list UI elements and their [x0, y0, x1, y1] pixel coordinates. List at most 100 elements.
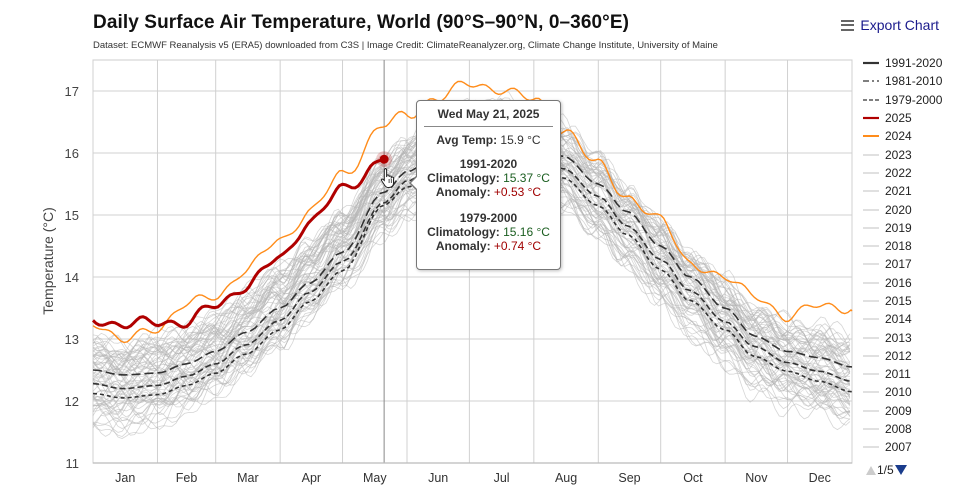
x-tick-label: Oct	[683, 471, 703, 485]
legend-item[interactable]: 2015	[862, 292, 959, 310]
legend-swatch-icon	[863, 355, 879, 357]
legend-item[interactable]: 2010	[862, 383, 959, 401]
legend-label: 2021	[885, 184, 912, 199]
legend-label: 1979-2000	[885, 92, 943, 107]
axes: 11 12 13 14 15 16 17 Jan Feb Mar Apr May Jun Jul Aug Se…	[65, 84, 852, 485]
tooltip-block-2: 1979-2000 Climatology: 15.16 °C Anomaly:…	[417, 211, 560, 253]
y-tick-label: 13	[65, 332, 79, 347]
legend-next-page-icon[interactable]	[894, 465, 907, 475]
tooltip-anom-value: +0.53 °C	[493, 185, 542, 199]
legend-swatch-icon	[863, 391, 879, 394]
legend-swatch-icon	[863, 62, 879, 65]
y-tick-label: 17	[65, 84, 79, 99]
legend-item[interactable]: 1991-2020	[862, 54, 959, 72]
legend-page-indicator: 1/5	[877, 463, 894, 477]
legend-label: 2010	[885, 385, 912, 400]
legend-item[interactable]: 2018	[862, 237, 959, 255]
x-tick-label: May	[363, 471, 387, 485]
legend-prev-page-icon[interactable]	[866, 465, 876, 475]
legend-item[interactable]: 2022	[862, 164, 959, 182]
legend-item[interactable]: 1979-2000	[862, 91, 959, 109]
legend-label: 1981-2010	[885, 74, 943, 89]
legend-item[interactable]: 2024	[862, 127, 959, 145]
legend-label: 2016	[885, 275, 912, 290]
x-tick-label: Feb	[176, 471, 198, 485]
legend-item[interactable]: 2012	[862, 347, 959, 365]
legend-label: 2020	[885, 202, 912, 217]
x-tick-label: Sep	[618, 471, 640, 485]
legend-swatch-icon	[863, 282, 879, 284]
legend-label: 2013	[885, 330, 912, 345]
legend-label: 2011	[885, 367, 911, 382]
legend-item[interactable]: 2013	[862, 328, 959, 346]
chart-title: Daily Surface Air Temperature, World (90…	[93, 12, 630, 33]
legend-label: 1991-2020	[885, 56, 943, 71]
legend-swatch-icon	[863, 208, 879, 211]
legend-swatch-icon	[863, 373, 879, 375]
y-tick-label: 16	[65, 146, 79, 161]
x-tick-label: Dec	[809, 471, 831, 485]
y-tick-label: 14	[65, 270, 79, 285]
legend-label: 2014	[885, 312, 912, 327]
legend-item[interactable]: 2017	[862, 255, 959, 273]
x-tick-label: Jun	[428, 471, 448, 485]
legend-swatch-icon	[863, 154, 879, 156]
export-chart-button[interactable]: Export Chart	[841, 17, 939, 33]
tooltip-avg-value: 15.9 °C	[500, 133, 541, 147]
tooltip-avg-label: Avg Temp:	[436, 133, 498, 147]
legend-swatch-icon	[863, 116, 879, 120]
legend-item[interactable]: 2008	[862, 420, 959, 438]
legend-label: 2017	[885, 257, 912, 272]
legend-label: 2025	[885, 111, 912, 126]
legend-label: 2018	[885, 239, 912, 254]
tooltip-clim-value: 15.37 °C	[503, 171, 550, 185]
chart-subtitle: Dataset: ECMWF Reanalysis v5 (ERA5) down…	[93, 40, 718, 51]
y-tick-label: 15	[65, 208, 79, 223]
tooltip-divider	[424, 126, 553, 127]
export-chart-label: Export Chart	[860, 17, 939, 33]
legend-label: 2022	[885, 165, 912, 180]
legend-item[interactable]: 2020	[862, 200, 959, 218]
legend-swatch-icon	[863, 227, 879, 229]
legend-label: 2015	[885, 294, 912, 308]
legend-label: 2007	[885, 440, 912, 455]
legend-swatch-icon	[863, 336, 879, 339]
series-line-2024	[92, 80, 853, 344]
tooltip: Wed May 21, 2025 Avg Temp: 15.9 °C 1991-…	[416, 100, 561, 270]
legend-swatch-icon	[863, 428, 879, 430]
legend-item[interactable]: 2007	[862, 438, 959, 456]
legend-item[interactable]: 2023	[862, 145, 959, 163]
legend: 1991-2020 1981-2010 1979-2000 2025 2024 2023 2…	[862, 54, 959, 457]
tooltip-anom-label: Anomaly:	[435, 239, 491, 253]
tooltip-date: Wed May 21, 2025	[437, 107, 540, 121]
y-axis-label: Temperature (°C)	[40, 207, 56, 315]
hover-point[interactable]	[379, 154, 389, 164]
legend-item[interactable]: 2014	[862, 310, 959, 328]
tooltip-clim-label: Climatology:	[427, 225, 500, 239]
tooltip-period: 1991-2020	[459, 157, 518, 171]
legend-swatch-icon	[863, 263, 879, 266]
legend-item[interactable]: 2016	[862, 274, 959, 292]
x-tick-label: Jul	[494, 471, 510, 485]
tooltip-clim-label: Climatology:	[427, 171, 500, 185]
legend-item[interactable]: 2019	[862, 219, 959, 237]
legend-item[interactable]: 2011	[862, 365, 959, 383]
legend-swatch-icon	[863, 99, 879, 101]
x-tick-label: Apr	[302, 471, 321, 485]
x-tick-label: Aug	[555, 471, 577, 485]
legend-swatch-icon	[863, 410, 879, 412]
legend-item[interactable]: 2009	[862, 402, 959, 420]
legend-swatch-icon	[863, 172, 879, 174]
series-line-2025	[91, 157, 385, 330]
legend-label: 2019	[885, 220, 912, 235]
legend-item[interactable]: 2021	[862, 182, 959, 200]
legend-label: 2024	[885, 129, 912, 144]
series-line-1981-2010	[92, 147, 853, 390]
legend-swatch-icon	[863, 318, 879, 320]
x-tick-label: Mar	[237, 471, 259, 485]
legend-label: 2023	[885, 147, 912, 162]
tooltip-anom-value: +0.74 °C	[493, 239, 542, 253]
tooltip-period: 1979-2000	[459, 211, 518, 225]
legend-item[interactable]: 1981-2010	[862, 72, 959, 90]
legend-item[interactable]: 2025	[862, 109, 959, 127]
